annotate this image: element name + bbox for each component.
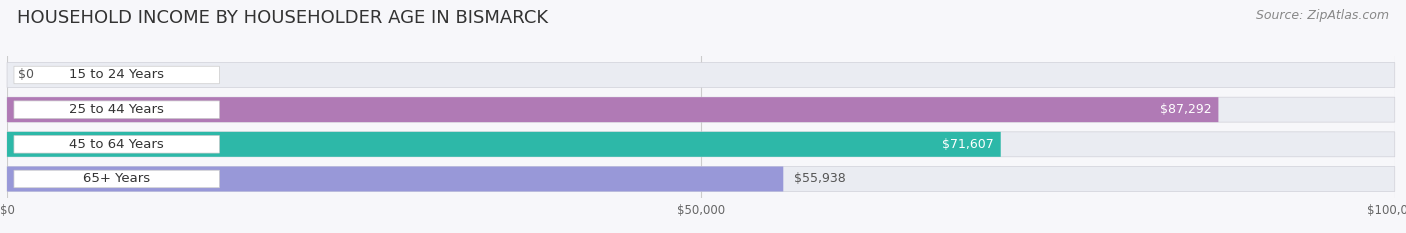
FancyBboxPatch shape [14, 66, 219, 84]
Text: 15 to 24 Years: 15 to 24 Years [69, 69, 165, 82]
FancyBboxPatch shape [7, 62, 1395, 87]
Text: 25 to 44 Years: 25 to 44 Years [69, 103, 165, 116]
Text: $87,292: $87,292 [1160, 103, 1212, 116]
Text: 65+ Years: 65+ Years [83, 172, 150, 185]
FancyBboxPatch shape [7, 97, 1219, 122]
Text: $71,607: $71,607 [942, 138, 994, 151]
FancyBboxPatch shape [14, 101, 219, 118]
Text: HOUSEHOLD INCOME BY HOUSEHOLDER AGE IN BISMARCK: HOUSEHOLD INCOME BY HOUSEHOLDER AGE IN B… [17, 9, 548, 27]
Text: Source: ZipAtlas.com: Source: ZipAtlas.com [1256, 9, 1389, 22]
FancyBboxPatch shape [7, 167, 1395, 192]
Text: $0: $0 [18, 69, 34, 82]
FancyBboxPatch shape [14, 170, 219, 188]
FancyBboxPatch shape [7, 132, 1395, 157]
FancyBboxPatch shape [7, 97, 1395, 122]
Text: $55,938: $55,938 [794, 172, 846, 185]
FancyBboxPatch shape [7, 167, 783, 192]
FancyBboxPatch shape [7, 132, 1001, 157]
Text: 45 to 64 Years: 45 to 64 Years [69, 138, 165, 151]
FancyBboxPatch shape [14, 136, 219, 153]
